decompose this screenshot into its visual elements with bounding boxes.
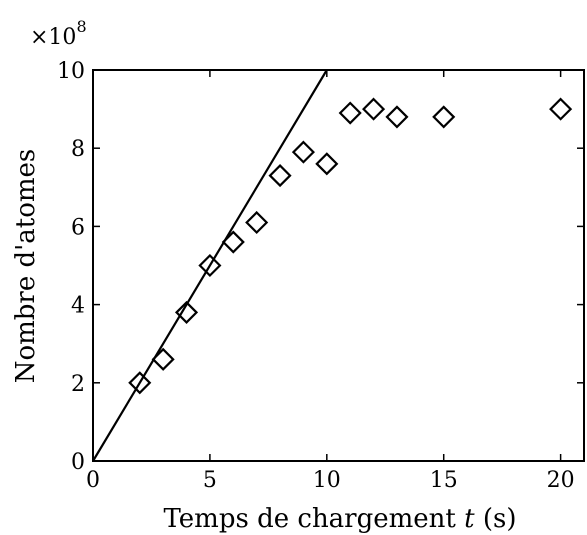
data-point (221, 230, 245, 254)
data-point (151, 347, 175, 371)
y-tick-label: 2 (71, 372, 85, 397)
axis-ticks: 0 5 10 15 20 0 2 4 6 8 10 (57, 59, 584, 493)
plot-content (92, 69, 573, 462)
data-point (291, 140, 315, 164)
data-point (245, 210, 269, 235)
x-tick-label: 20 (547, 468, 575, 493)
data-point (128, 371, 152, 395)
data-point (315, 152, 339, 176)
data-point (432, 105, 456, 129)
x-tick-label: 15 (430, 468, 458, 493)
x-tick-label: 5 (203, 468, 217, 493)
y-axis-label: Nombre d'atomes (11, 149, 41, 384)
y-tick-label: 6 (71, 215, 85, 240)
data-point (174, 300, 199, 324)
y-axis-multiplier: ×108 (30, 17, 87, 50)
fit-line (92, 69, 328, 462)
y-tick-label: 10 (57, 59, 85, 84)
x-axis-label: Temps de chargement t (s) (163, 504, 516, 534)
data-point (338, 101, 362, 125)
data-point (198, 253, 222, 278)
y-tick-label: 4 (71, 294, 85, 319)
data-point (268, 164, 292, 188)
y-tick-label: 0 (71, 450, 85, 475)
y-tick-label: 8 (71, 137, 85, 162)
data-point (362, 97, 386, 121)
x-tick-label: 10 (313, 468, 341, 493)
data-point (385, 105, 409, 129)
plot-frame (92, 69, 585, 462)
data-point (549, 97, 573, 121)
x-tick-label: 0 (86, 468, 100, 493)
